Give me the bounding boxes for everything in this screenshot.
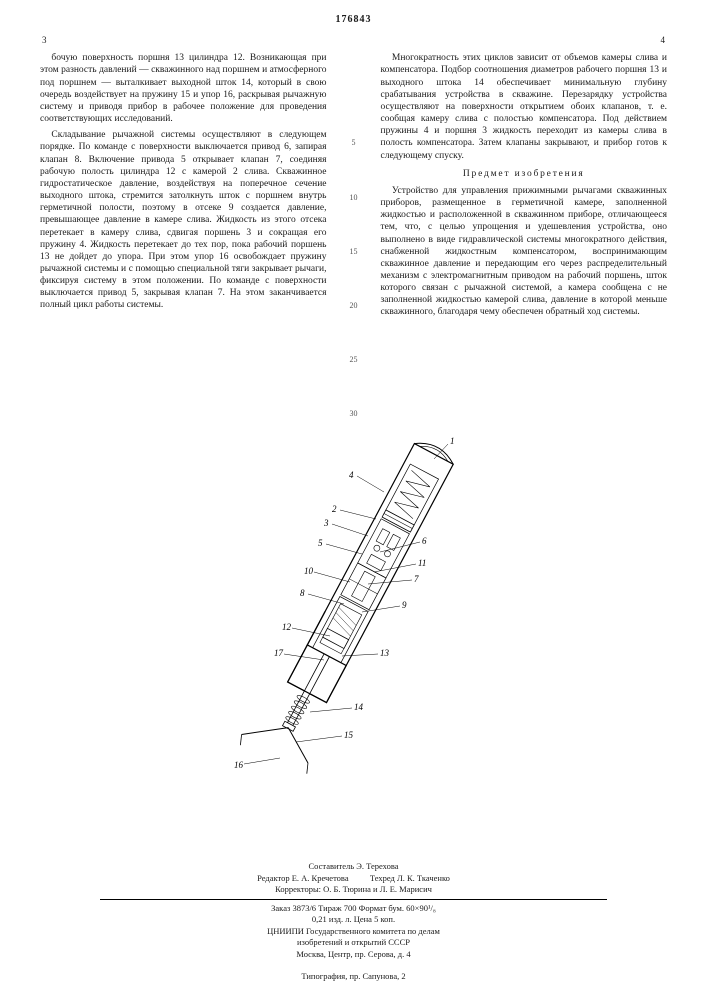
technical-figure: 1 4 2 3 5 6 11 7 10 8 9 12 17 13 14 15 1… xyxy=(40,424,667,804)
address-line: Москва, Центр, пр. Серова, д. 4 xyxy=(40,949,667,960)
text-columns: бочую поверхность поршня 13 цилиндра 12.… xyxy=(40,52,667,419)
figure-label-4: 4 xyxy=(349,470,354,480)
figure-label-16: 16 xyxy=(234,760,244,770)
figure-label-12: 12 xyxy=(282,622,292,632)
org-line: ЦНИИПИ Государственного комитета по дела… xyxy=(40,926,667,937)
figure-label-11: 11 xyxy=(418,558,426,568)
editor-line: Редактор Е. А. Кречетова Техред Л. К. Тк… xyxy=(40,873,667,884)
right-p1: Многократность этих циклов зависит от об… xyxy=(381,52,668,161)
line-mark: 15 xyxy=(350,247,358,257)
figure-label-15: 15 xyxy=(344,730,354,740)
line-mark: 10 xyxy=(350,193,358,203)
figure-label-9: 9 xyxy=(402,600,407,610)
left-p2: Складывание рычажной системы осуществляю… xyxy=(40,129,327,311)
figure-label-17: 17 xyxy=(274,648,284,658)
figure-label-1: 1 xyxy=(450,436,455,446)
line-mark: 25 xyxy=(350,355,358,365)
left-column: бочую поверхность поршня 13 цилиндра 12.… xyxy=(40,52,327,419)
page-number-row: 3 4 xyxy=(40,35,667,47)
line-mark: 5 xyxy=(352,138,356,148)
org-line2: изобретений и открытий СССР xyxy=(40,937,667,948)
typography-line: Типография, пр. Сапунова, 2 xyxy=(40,971,667,982)
figure-label-10: 10 xyxy=(304,566,314,576)
figure-label-3: 3 xyxy=(323,518,329,528)
figure-label-2: 2 xyxy=(332,504,337,514)
right-p2: Устройство для управления прижимными рыч… xyxy=(381,185,668,319)
figure-label-5: 5 xyxy=(318,538,323,548)
left-p1: бочую поверхность поршня 13 цилиндра 12.… xyxy=(40,52,327,125)
device-diagram: 1 4 2 3 5 6 11 7 10 8 9 12 17 13 14 15 1… xyxy=(184,424,524,804)
editor-left: Редактор Е. А. Кречетова xyxy=(257,873,349,883)
imprint-block: Составитель Э. Терехова Редактор Е. А. К… xyxy=(40,861,667,960)
claims-heading: Предмет изобретения xyxy=(381,168,668,180)
imprint-rule xyxy=(100,899,607,900)
compiler-line: Составитель Э. Терехова xyxy=(40,861,667,872)
line-mark: 30 xyxy=(350,409,358,419)
line-mark: 20 xyxy=(350,301,358,311)
page-number-left: 3 xyxy=(42,35,47,47)
correctors-line: Корректоры: О. Б. Тюрина и Л. Е. Марисич xyxy=(40,884,667,895)
figure-label-13: 13 xyxy=(380,648,390,658)
right-column: Многократность этих циклов зависит от об… xyxy=(381,52,668,419)
page-number-right: 4 xyxy=(661,35,666,47)
figure-label-6: 6 xyxy=(422,536,427,546)
order-line: Заказ 3873/6 Тираж 700 Формат бум. 60×90… xyxy=(40,903,667,914)
price-line: 0,21 изд. л. Цена 5 коп. xyxy=(40,914,667,925)
line-number-gutter: 5 10 15 20 25 30 xyxy=(347,52,361,419)
document-number: 176843 xyxy=(40,14,667,27)
editor-right: Техред Л. К. Ткаченко xyxy=(370,873,450,883)
figure-label-14: 14 xyxy=(354,702,364,712)
figure-label-7: 7 xyxy=(414,574,419,584)
figure-label-8: 8 xyxy=(300,588,305,598)
